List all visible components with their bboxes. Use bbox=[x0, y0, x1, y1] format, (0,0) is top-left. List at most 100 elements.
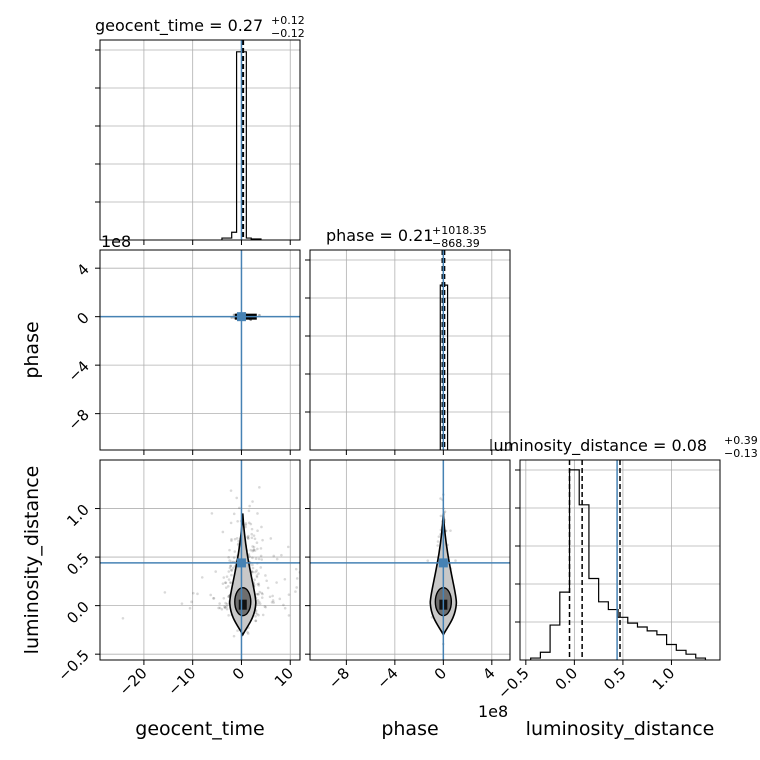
sample-point bbox=[248, 555, 251, 558]
sample-point bbox=[225, 602, 229, 606]
grid-layer bbox=[100, 40, 720, 660]
sample-point bbox=[294, 590, 297, 593]
sample-point bbox=[260, 591, 264, 595]
sample-point bbox=[255, 612, 259, 616]
title-luminosity_distance-minus: −0.13 bbox=[724, 447, 758, 460]
sample-point bbox=[230, 569, 233, 572]
sample-point bbox=[255, 574, 259, 577]
sample-point bbox=[264, 605, 267, 609]
sample-point bbox=[226, 584, 230, 588]
sample-point bbox=[235, 496, 239, 500]
ticks-layer: −8−404−20 −10 0 10−0.50.00.51.0−8 −4 0 4−0.5 0.… bbox=[54, 49, 678, 703]
ylabel-phase: phase bbox=[21, 321, 43, 378]
sample-point bbox=[283, 577, 287, 581]
sample-point bbox=[229, 581, 233, 585]
sample-point bbox=[261, 538, 264, 542]
sample-point bbox=[258, 602, 262, 606]
title-phase: phase = 0.21 bbox=[326, 226, 433, 245]
sample-point bbox=[295, 577, 299, 580]
title-geocent_time-minus: −0.12 bbox=[271, 27, 305, 40]
sample-point bbox=[227, 555, 230, 559]
y-tick-label: 0 bbox=[73, 309, 92, 328]
x-tick-label: −10 bbox=[164, 664, 199, 699]
sample-point bbox=[255, 569, 258, 572]
sample-point bbox=[244, 525, 247, 529]
scatter-phase_vs_luminosity_distance bbox=[310, 460, 510, 660]
sample-point bbox=[260, 558, 264, 561]
sample-point bbox=[247, 521, 251, 525]
panel-phase-vs-geocent bbox=[100, 250, 300, 450]
sample-point bbox=[257, 600, 261, 604]
sample-point bbox=[439, 497, 442, 500]
x-tick-label: 0.0 bbox=[552, 664, 582, 694]
injection-marker bbox=[236, 558, 246, 568]
frames-layer bbox=[99, 39, 721, 661]
x-tick-label: −8 bbox=[325, 664, 353, 692]
hist-step-luminosity_distance bbox=[530, 469, 707, 660]
sample-point bbox=[233, 537, 237, 541]
sample-point bbox=[192, 591, 195, 595]
sample-point bbox=[163, 591, 167, 594]
sample-point bbox=[232, 634, 236, 638]
title-geocent_time-plus: +0.12 bbox=[271, 14, 305, 27]
sample-point bbox=[258, 486, 261, 489]
sample-point bbox=[254, 570, 257, 574]
sample-point bbox=[222, 576, 226, 579]
x-tick-label: 0.5 bbox=[600, 664, 630, 694]
sample-point bbox=[269, 537, 273, 540]
title-phase-minus: −868.39 bbox=[432, 237, 480, 250]
sample-point bbox=[263, 605, 267, 608]
sample-point bbox=[229, 489, 233, 492]
sample-point bbox=[254, 619, 257, 623]
panel-frame bbox=[99, 39, 301, 241]
sample-point bbox=[225, 575, 229, 578]
sample-point bbox=[235, 537, 239, 540]
sample-point bbox=[287, 593, 291, 596]
sample-point bbox=[256, 602, 259, 606]
sample-point bbox=[252, 534, 256, 537]
sample-point bbox=[220, 607, 224, 611]
sample-point bbox=[229, 564, 233, 568]
panel-frame bbox=[99, 459, 301, 661]
sample-point bbox=[227, 595, 230, 599]
y-tick-label: −4 bbox=[64, 357, 92, 385]
sample-point bbox=[253, 537, 257, 541]
sample-point bbox=[251, 500, 254, 503]
sample-point bbox=[246, 535, 249, 539]
sample-point bbox=[250, 527, 254, 531]
panel-frame bbox=[99, 249, 301, 451]
sample-point bbox=[228, 548, 231, 552]
sample-point bbox=[261, 592, 264, 596]
sample-point bbox=[210, 512, 214, 515]
sample-point bbox=[214, 570, 218, 573]
sample-point bbox=[188, 606, 192, 610]
panel-frame bbox=[309, 459, 511, 661]
sample-point bbox=[261, 613, 265, 617]
sample-point bbox=[251, 570, 255, 574]
x-tick-label: −4 bbox=[373, 664, 401, 692]
sample-point bbox=[251, 563, 254, 567]
sample-point bbox=[249, 522, 253, 526]
sample-point bbox=[257, 584, 261, 587]
x-tick-label: 0 bbox=[431, 664, 450, 683]
sample-point bbox=[248, 317, 251, 320]
injection-marker bbox=[236, 312, 246, 322]
sample-point bbox=[264, 574, 267, 577]
x-tick-label: −0.5 bbox=[494, 664, 532, 702]
sample-point bbox=[282, 603, 285, 607]
sample-point bbox=[272, 554, 276, 558]
sample-point bbox=[237, 506, 241, 510]
sample-point bbox=[265, 579, 268, 583]
sample-point bbox=[283, 606, 287, 610]
sample-point bbox=[200, 576, 204, 579]
sample-point bbox=[228, 566, 232, 570]
sample-point bbox=[224, 601, 227, 605]
xlabel-geocent_time: geocent_time bbox=[135, 718, 264, 740]
sample-point bbox=[247, 534, 250, 538]
hist-geocent_time bbox=[221, 40, 262, 240]
injection-marker bbox=[438, 558, 448, 568]
sample-point bbox=[255, 541, 259, 545]
sample-point bbox=[247, 509, 251, 513]
sample-point bbox=[246, 632, 250, 635]
